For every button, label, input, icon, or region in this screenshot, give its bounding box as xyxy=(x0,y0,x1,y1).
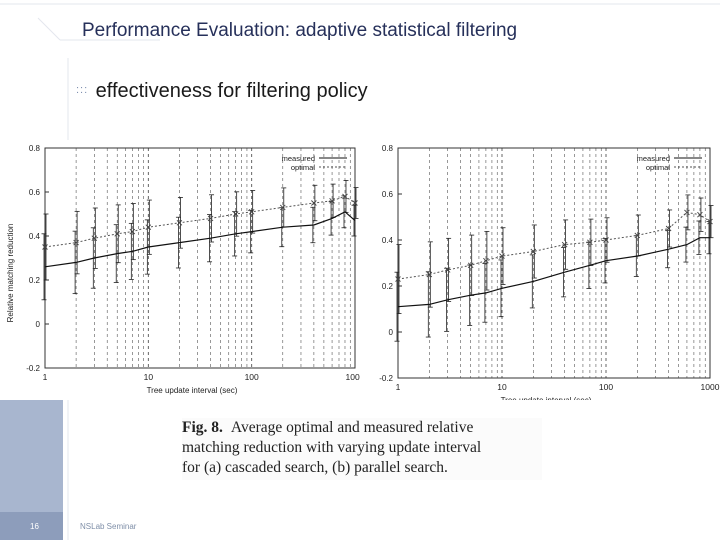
legend-label-optimal: optimal xyxy=(291,163,316,172)
point-marker xyxy=(561,241,568,248)
point-marker xyxy=(587,239,593,246)
x-axis-label: Tree update interval (sec) xyxy=(501,396,592,400)
x-tick-label: 1000 xyxy=(701,382,720,392)
page-number: 16 xyxy=(30,522,39,531)
y-tick-label: 0.2 xyxy=(382,282,394,291)
chart-parallel-search: -0.2 0 0.2 0.4 0.6 0.8 1 10 100 1000 Tree update i… xyxy=(360,140,720,400)
point-marker xyxy=(329,197,335,204)
caption-line-2: matching reduction with varying update i… xyxy=(182,439,482,456)
point-marker xyxy=(697,211,703,218)
y-tick-label: 0.6 xyxy=(29,188,41,197)
point-marker xyxy=(395,276,401,282)
point-marker xyxy=(248,208,255,215)
x-tick-label: 1000 xyxy=(346,372,360,382)
point-marker xyxy=(114,230,121,237)
y-tick-label: 0.4 xyxy=(382,236,394,245)
y-tick-label: 0.8 xyxy=(382,144,394,153)
point-marker xyxy=(684,209,690,216)
point-marker xyxy=(634,232,641,239)
x-tick-label: 1 xyxy=(396,382,401,392)
y-tick-label: 0.4 xyxy=(29,232,41,241)
y-axis-label: Relative matching reduction xyxy=(6,224,15,323)
footer-text: NSLab Seminar xyxy=(80,522,137,531)
point-marker xyxy=(426,271,433,278)
point-marker xyxy=(176,219,183,226)
y-tick-label: 0.6 xyxy=(382,190,394,199)
bullet-marker: ::: xyxy=(76,84,89,96)
point-marker xyxy=(311,200,317,206)
y-tick-label: 0 xyxy=(389,328,394,337)
series-line-optimal xyxy=(397,211,711,280)
legend-label-measured: measured xyxy=(637,154,670,163)
point-marker xyxy=(91,235,98,242)
point-marker xyxy=(42,244,48,250)
chart-cascaded-search: -0.2 0 0.2 0.4 0.6 0.8 1 10 100 1000 Tree update i… xyxy=(0,140,360,400)
point-marker xyxy=(207,215,214,222)
sidebar-footer xyxy=(0,512,63,540)
point-marker xyxy=(530,248,537,255)
point-marker xyxy=(707,218,713,225)
slide-subtitle: effectiveness for filtering policy xyxy=(95,80,368,102)
y-tick-label: -0.2 xyxy=(26,364,40,373)
point-marker xyxy=(145,224,152,231)
figure-caption: Fig. 8. Average optimal and measured rela… xyxy=(182,418,542,480)
y-tick-label: -0.2 xyxy=(379,374,393,383)
plot-frame xyxy=(44,147,356,369)
x-axis-label: Tree update interval (sec) xyxy=(147,386,238,395)
point-marker xyxy=(665,225,672,232)
point-marker xyxy=(73,239,79,246)
series-line-measured xyxy=(397,237,710,308)
legend-label-measured: measured xyxy=(282,154,315,163)
point-marker xyxy=(279,204,286,211)
x-tick-label: 100 xyxy=(245,372,259,382)
series-line-measured xyxy=(44,211,356,268)
x-tick-label: 1 xyxy=(43,372,48,382)
x-tick-label: 10 xyxy=(497,382,507,392)
x-tick-label: 100 xyxy=(599,382,613,392)
caption-label: Fig. 8. xyxy=(182,419,223,436)
point-marker xyxy=(483,257,489,264)
bullet-row: ::: effectiveness for filtering policy xyxy=(76,80,368,103)
legend-label-optimal: optimal xyxy=(646,163,671,172)
y-tick-label: 0.8 xyxy=(29,144,41,153)
x-tick-label: 10 xyxy=(144,372,154,382)
point-marker xyxy=(603,237,609,243)
plot-frame xyxy=(397,147,711,379)
caption-text-1: Average optimal and measured relative xyxy=(230,419,474,436)
caption-line-3: for (a) cascaded search, (b) parallel se… xyxy=(182,459,448,476)
point-marker xyxy=(342,193,348,200)
point-marker xyxy=(129,228,136,235)
point-marker xyxy=(499,253,505,259)
corner-diagonal xyxy=(37,17,61,41)
slide-title: Performance Evaluation: adaptive statist… xyxy=(82,20,518,41)
y-tick-label: 0 xyxy=(36,320,41,329)
point-marker xyxy=(352,200,358,206)
caption-line-1: Fig. 8. Average optimal and measured rela… xyxy=(182,418,542,438)
point-marker xyxy=(467,262,474,269)
point-marker xyxy=(444,267,451,273)
y-tick-label: 0.2 xyxy=(29,276,41,285)
point-marker xyxy=(232,211,239,217)
